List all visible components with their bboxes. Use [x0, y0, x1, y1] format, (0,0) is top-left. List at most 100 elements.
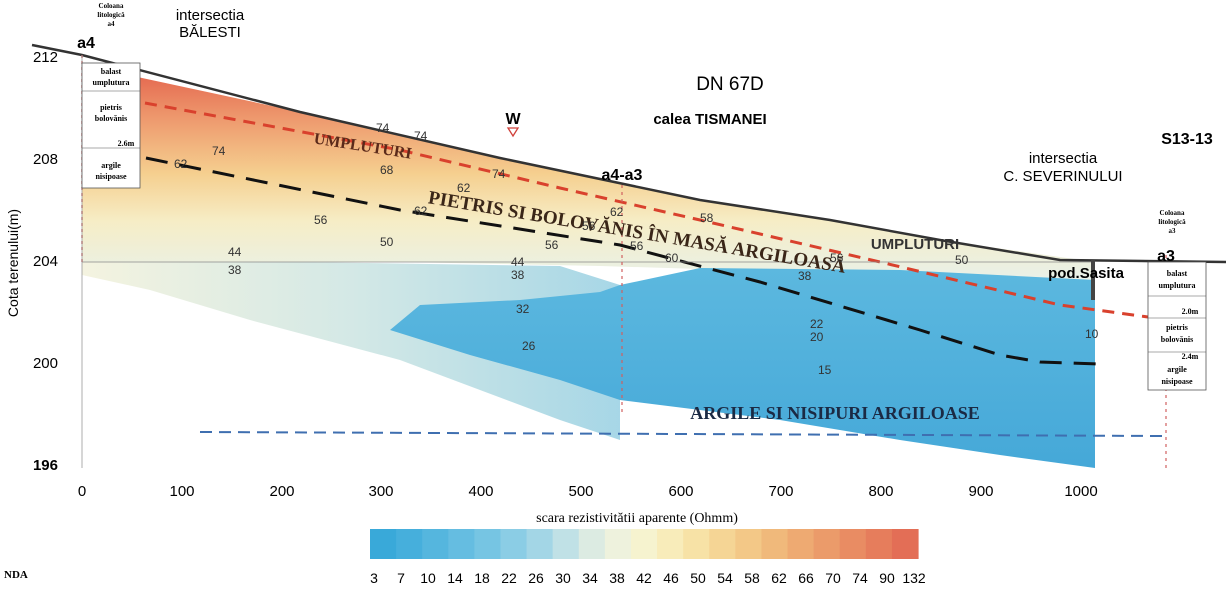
colorbar-tick: 18	[474, 570, 490, 586]
colorbar-tick: 26	[528, 570, 544, 586]
colorbar-tick: 34	[582, 570, 598, 586]
y-axis: 212 208 204 200 196 Cota terenului(m)	[5, 49, 83, 474]
resistivity-label: 50	[380, 235, 394, 249]
colorbar-swatch	[552, 529, 580, 559]
colorbar-swatch	[683, 529, 710, 559]
resistivity-label: 58	[700, 211, 714, 225]
resistivity-label: 74	[376, 121, 390, 135]
intersection-left-1: intersectia	[176, 7, 245, 24]
upper-layer-fill	[82, 65, 1095, 282]
colorbar-ticks: 3 7 10 14 18 22 26 30 34 38 42 46 50 54 58 62 66 70 74 90 13…	[370, 570, 926, 586]
colorbar-swatch	[448, 529, 475, 559]
x-tick: 800	[868, 483, 893, 500]
colorbar-tick: 30	[555, 570, 571, 586]
column-title-line: a4	[108, 20, 116, 28]
y-tick: 204	[33, 253, 58, 270]
colorbar-swatches	[370, 529, 919, 559]
column-title-line: litologică	[1158, 218, 1186, 226]
colorbar-tick: 70	[825, 570, 841, 586]
colorbar-tick: 14	[447, 570, 463, 586]
colorbar-swatch	[839, 529, 867, 559]
colorbar-swatch	[422, 529, 449, 559]
column-title-line: Coloana	[99, 2, 124, 10]
colorbar-tick: 42	[636, 570, 652, 586]
resistivity-label: 50	[955, 253, 969, 267]
resistivity-label: 32	[516, 302, 530, 316]
resistivity-label: 10	[1085, 327, 1099, 341]
resistivity-label: 38	[228, 263, 242, 277]
resistivity-label: 62	[610, 205, 624, 219]
column-item: balast	[101, 67, 122, 76]
colorbar-tick: 54	[717, 570, 733, 586]
marker-a4: a4	[77, 35, 95, 52]
resistivity-label: 38	[511, 268, 525, 282]
resistivity-label: 68	[380, 163, 394, 177]
resistivity-label: 38	[798, 269, 812, 283]
legend-fragment: NDA	[4, 569, 28, 581]
x-tick: 700	[768, 483, 793, 500]
column-item: pietris	[100, 103, 122, 112]
y-axis-label: Cota terenului(m)	[5, 209, 21, 317]
litho-column-a4: Coloana litologică a4 balast umplutura p…	[81, 2, 141, 189]
resistivity-label: 74	[212, 144, 226, 158]
colorbar-tick: 10	[420, 570, 436, 586]
resistivity-label: 44	[228, 245, 242, 259]
colorbar-swatch	[813, 529, 841, 559]
clay-boundary-blue	[199, 431, 1166, 437]
resistivity-label: 74	[492, 167, 506, 181]
colorbar-tick: 90	[879, 570, 895, 586]
column-item: 2.6m	[118, 139, 135, 148]
colorbar-swatch	[735, 529, 763, 559]
column-item: nisipoase	[95, 172, 127, 181]
colorbar-swatch	[891, 529, 919, 559]
clay-blue-fill	[390, 268, 1095, 468]
colorbar-tick: 66	[798, 570, 814, 586]
resistivity-label: 56	[582, 219, 596, 233]
colorbar-swatch	[865, 529, 893, 559]
column-item: bolovănis	[1161, 335, 1193, 344]
column-title-line: a3	[1169, 227, 1177, 235]
column-item: argile	[101, 161, 121, 170]
y-tick: 208	[33, 151, 58, 168]
column-item: umplutura	[93, 78, 130, 87]
resistivity-label: 44	[511, 255, 525, 269]
column-item: bolovănis	[95, 114, 127, 123]
colorbar-swatch	[787, 529, 815, 559]
colorbar-tick: 62	[771, 570, 787, 586]
resistivity-label: 56	[545, 238, 559, 252]
column-title-line: litologică	[97, 11, 125, 19]
litho-column-a3: Coloana litologică a3 balast umplutura 2…	[1147, 209, 1207, 391]
colorbar-swatch	[630, 529, 658, 559]
resistivity-label: 22	[810, 317, 824, 331]
terrain-line	[31, 43, 1226, 264]
resistivity-section	[82, 65, 1095, 468]
column-item: 2.4m	[1182, 352, 1199, 361]
colorbar-swatch	[474, 529, 502, 559]
column-item: 2.0m	[1182, 307, 1199, 316]
x-tick: 100	[169, 483, 194, 500]
intersection-left-2: BĂLESTI	[179, 24, 241, 41]
colorbar-title: scara rezistivitătii aparente (Ohmm)	[536, 511, 738, 526]
column-item: nisipoase	[1161, 377, 1193, 386]
colorbar-swatch	[761, 529, 789, 559]
column-item: umplutura	[1159, 281, 1196, 290]
resistivity-label: 62	[457, 181, 471, 195]
colorbar-swatch	[578, 529, 606, 559]
colorbar-tick: 3	[370, 570, 378, 586]
marker-a3: a3	[1157, 248, 1175, 265]
colorbar-swatch	[370, 529, 397, 559]
marker-bridge: pod.Sasita	[1048, 265, 1125, 282]
resistivity-label: 60	[665, 251, 679, 265]
layer-fill-right: UMPLUTURI	[871, 236, 959, 253]
colorbar-tick: 132	[902, 570, 926, 586]
colorbar-tick: 58	[744, 570, 760, 586]
section-id: S13-13	[1161, 131, 1213, 148]
colorbar-tick: 7	[397, 570, 405, 586]
resistivity-label: 56	[314, 213, 328, 227]
street-name: calea TISMANEI	[653, 111, 766, 128]
marker-w: W	[505, 111, 521, 128]
intersection-right-1: intersectia	[1029, 150, 1098, 167]
column-item: argile	[1167, 365, 1187, 374]
